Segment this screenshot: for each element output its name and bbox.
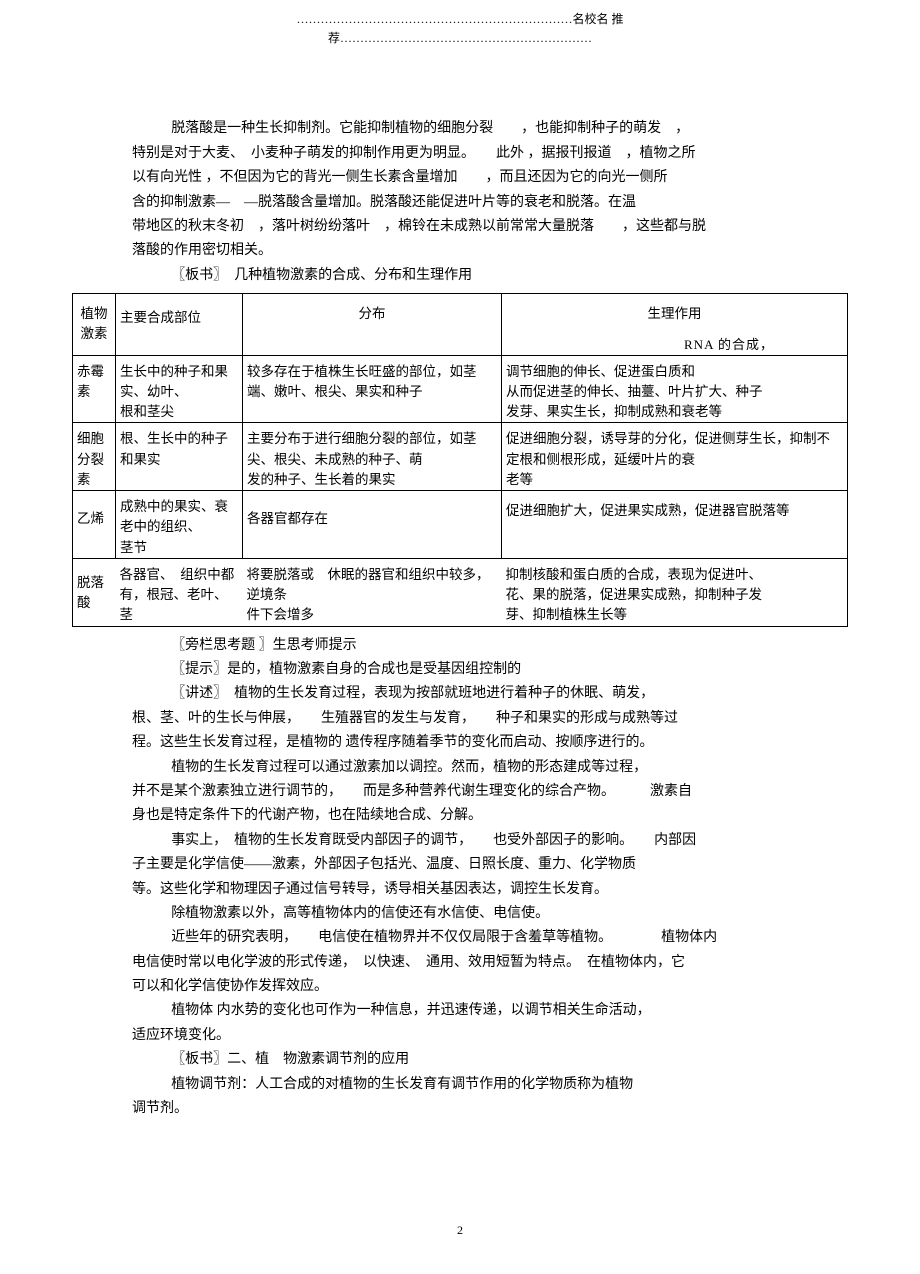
- table-row: 乙烯 成熟中的果实、衰老中的组织、 茎节 各器官都存在 促进细胞扩大，促进果实成…: [73, 491, 848, 559]
- body-line-12: 电信使时常以电化学波的形式传递， 以快速、 通用、效用短暂为特点。 在植物体内，…: [132, 952, 788, 974]
- table-row: 赤霉素 生长中的种子和果实、幼叶、 根和茎尖 较多存在于植株生长旺盛的部位，如茎…: [73, 355, 848, 423]
- intro-line-1: 脱落酸是一种生长抑制剂。它能抑制植物的细胞分裂 ，也能抑制种子的萌发 ，: [132, 118, 788, 140]
- js-line-2: 根、茎、叶的生长与伸展， 生殖器官的发生与发育， 种子和果实的形成与成熟等过: [132, 708, 788, 730]
- intro-line-2: 特别是对于大麦、 小麦种子萌发的抑制作用更为明显。 此外 ，据报刊报道 ，植物之…: [132, 143, 788, 165]
- cell-loc-4: 各器官、 组织中都有，根冠、老叶、茎: [116, 558, 243, 626]
- body-line-7: 事实上， 植物的生长发育既受内部因子的调节， 也受外部因子的影响。 内部因: [132, 830, 788, 852]
- intro-line-5: 带地区的秋末冬初 ，落叶树纷纷落叶 ，棉铃在未成熟以前常常大量脱落 ，这些都与脱: [132, 216, 788, 238]
- body-line-16: 植物调节剂：人工合成的对植物的生长发育有调节作用的化学物质称为植物: [132, 1074, 788, 1096]
- tishi-line: 〖提示〗是的，植物激素自身的合成也是受基因组控制的: [132, 659, 788, 681]
- content-area: 脱落酸是一种生长抑制剂。它能抑制植物的细胞分裂 ，也能抑制种子的萌发 ， 特别是…: [72, 118, 848, 287]
- body-line-5: 并不是某个激素独立进行调节的， 而是多种营养代谢生理变化的综合产物。 激素自: [132, 781, 788, 803]
- cell-func-1: 调节细胞的伸长、促进蛋白质和 从而促进茎的伸长、抽薹、叶片扩大、种子 发芽、果实…: [502, 355, 848, 423]
- cell-name-1: 赤霉素: [73, 355, 116, 423]
- body-text: 〖旁栏思考题 〗生思考师提示 〖提示〗是的，植物激素自身的合成也是受基因组控制的…: [72, 635, 848, 1121]
- page-number: 2: [0, 1221, 920, 1240]
- cell-name-2: 细胞分裂素: [73, 423, 116, 491]
- th-dist: 分布: [243, 294, 502, 356]
- intro-line-4: 含的抑制激素— —脱落酸含量增加。脱落酸还能促进叶片等的衰老和脱落。在温: [132, 192, 788, 214]
- cell-loc-1: 生长中的种子和果实、幼叶、 根和茎尖: [116, 355, 243, 423]
- cell-loc-3: 成熟中的果实、衰老中的组织、 茎节: [116, 491, 243, 559]
- intro-line-6: 落酸的作用密切相关。: [132, 240, 788, 262]
- cell-loc-2: 根、生长中的种子和果实: [116, 423, 243, 491]
- body-line-6: 身也是特定条件下的代谢产物，也在陆续地合成、分解。: [132, 805, 788, 827]
- body-line-4: 植物的生长发育过程可以通过激素加以调控。然而，植物的形态建成等过程，: [132, 757, 788, 779]
- js-line-1: 〖讲述〗 植物的生长发育过程，表现为按部就班地进行着种子的休眠、萌发，: [132, 683, 788, 705]
- table-row: 脱落酸 各器官、 组织中都有，根冠、老叶、茎 将要脱落或 休眠的器官和组织中较多…: [73, 558, 848, 626]
- th-func: 生理作用: [502, 294, 848, 356]
- cell-dist-4: 将要脱落或 休眠的器官和组织中较多， 逆境条 件下会增多: [243, 558, 502, 626]
- cell-func-2: 促进细胞分裂，诱导芽的分化，促进侧芽生长，抑制不定根和侧根形成，延缓叶片的衰 老…: [502, 423, 848, 491]
- cell-func-4: 抑制核酸和蛋白质的合成，表现为促进叶、 花、果的脱落，促进果实成熟，抑制种子发 …: [502, 558, 848, 626]
- body-line-9: 等。这些化学和物理因子通过信号转导，诱导相关基因表达，调控生长发育。: [132, 879, 788, 901]
- header-text: ……………………………………………………………名校名 推 荐……………………………: [296, 12, 623, 45]
- intro-line-3: 以有向光性 ，不但因为它的背光一侧生长素含量增加 ，而且还因为它的向光一侧所: [132, 167, 788, 189]
- page-header: ……………………………………………………………名校名 推 荐……………………………: [72, 10, 848, 48]
- body-line-15: 适应环境变化。: [132, 1025, 788, 1047]
- body-line-11: 近些年的研究表明， 电信使在植物界并不仅仅局限于含羞草等植物。 植物体内: [132, 927, 788, 949]
- body-line-8: 子主要是化学信使——激素，外部因子包括光、温度、日照长度、重力、化学物质: [132, 854, 788, 876]
- cell-func-3: 促进细胞扩大，促进果实成熟，促进器官脱落等: [502, 491, 848, 559]
- body-line-13: 可以和化学信使协作发挥效应。: [132, 976, 788, 998]
- body-line-14: 植物体 内水势的变化也可作为一种信息，并迅速传递，以调节相关生命活动，: [132, 1000, 788, 1022]
- th-name: 植物激素: [73, 294, 116, 356]
- cell-dist-2: 主要分布于进行细胞分裂的部位，如茎尖、根尖、未成熟的种子、萌 发的种子、生长着的…: [243, 423, 502, 491]
- cell-name-3: 乙烯: [73, 491, 116, 559]
- table-row: 细胞分裂素 根、生长中的种子和果实 主要分布于进行细胞分裂的部位，如茎尖、根尖、…: [73, 423, 848, 491]
- cell-name-4: 脱落酸: [73, 558, 116, 626]
- sikao-line: 〖旁栏思考题 〗生思考师提示: [132, 635, 788, 657]
- board-title-2: 〖板书〗二、植 物激素调节剂的应用: [132, 1049, 788, 1071]
- rna-note: RNA 的合成，: [684, 335, 774, 356]
- cell-dist-1: 较多存在于植株生长旺盛的部位，如茎端、嫩叶、根尖、果实和种子: [243, 355, 502, 423]
- body-line-17: 调节剂。: [132, 1098, 788, 1120]
- body-line-10: 除植物激素以外，高等植物体内的信使还有水信使、电信使。: [132, 903, 788, 925]
- cell-dist-3: 各器官都存在: [243, 491, 502, 559]
- js-line-3: 程。这些生长发育过程，是植物的 遗传程序随着季节的变化而启动、按顺序进行的。: [132, 732, 788, 754]
- board-title-1: 〖板书〗 几种植物激素的合成、分布和生理作用: [132, 265, 788, 287]
- th-loc: 主要合成部位: [116, 294, 243, 356]
